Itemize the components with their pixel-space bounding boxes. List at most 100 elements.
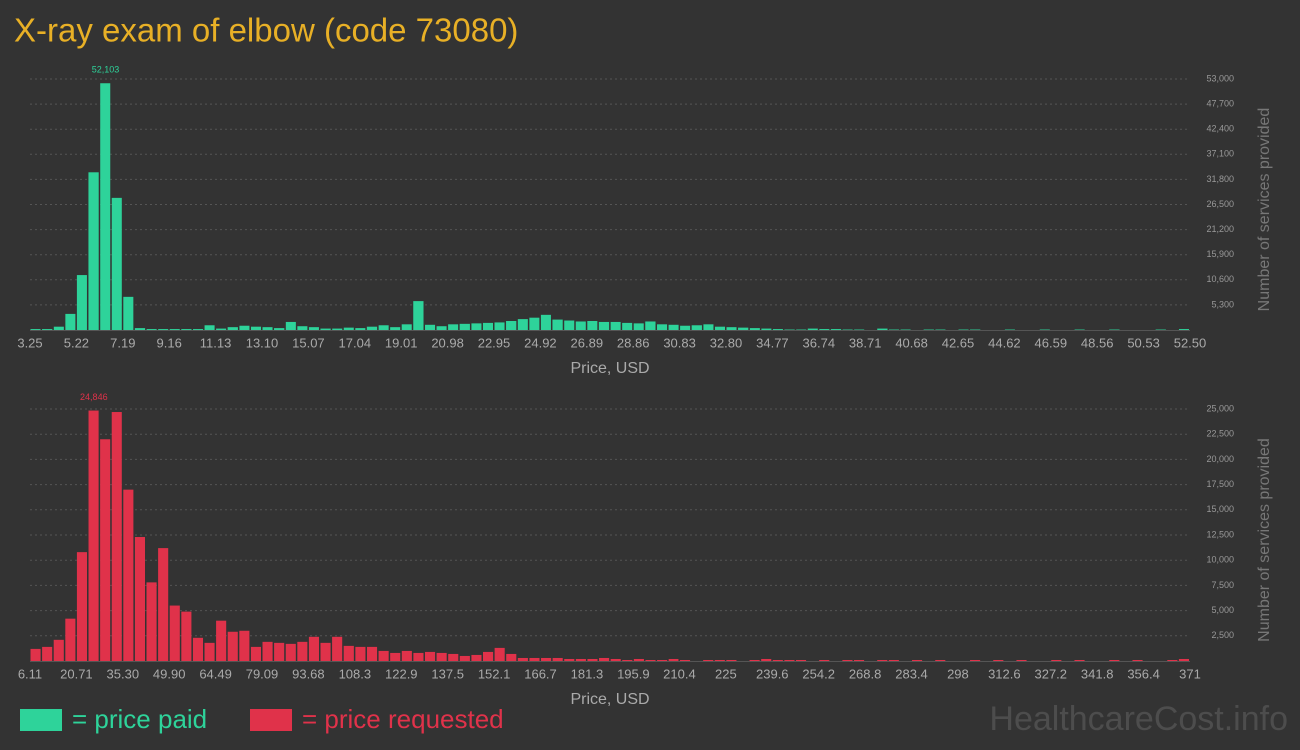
bar	[970, 659, 981, 661]
bar	[714, 659, 725, 661]
x-tick-label: 52.50	[1174, 335, 1207, 350]
bar	[819, 329, 830, 330]
bar	[169, 605, 180, 661]
x-tick-label: 239.6	[756, 666, 789, 681]
bar	[529, 317, 540, 330]
bar	[297, 326, 308, 330]
x-tick-label: 48.56	[1081, 335, 1114, 350]
y-tick-label: 17,500	[1206, 479, 1234, 489]
bar	[912, 659, 923, 661]
bar	[390, 652, 401, 661]
bar	[53, 326, 64, 330]
bar	[506, 321, 517, 330]
bar	[622, 322, 633, 330]
y-tick-label: 31,800	[1206, 174, 1234, 184]
bar	[204, 642, 215, 661]
y-tick-label: 22,500	[1206, 429, 1234, 439]
bar	[657, 659, 668, 661]
y-tick-label: 12,500	[1206, 529, 1234, 539]
x-tick-label: 122.9	[385, 666, 418, 681]
bar	[772, 659, 783, 661]
bar	[181, 611, 192, 661]
x-tick-label: 93.68	[292, 666, 325, 681]
bar	[448, 653, 459, 661]
x-axis-title: Price, USD	[570, 691, 649, 708]
x-tick-label: 356.4	[1127, 666, 1160, 681]
bar	[598, 321, 610, 330]
bar	[471, 654, 482, 661]
bar	[749, 328, 760, 330]
bar	[993, 659, 1004, 661]
x-tick-label: 28.86	[617, 335, 650, 350]
y-tick-label: 21,200	[1206, 224, 1234, 234]
bar	[795, 659, 807, 661]
bar	[42, 329, 53, 330]
bar	[540, 314, 551, 330]
y-axis-title: Number of services provided	[1256, 438, 1273, 642]
bar	[575, 658, 586, 661]
bar	[158, 329, 169, 330]
x-tick-label: 108.3	[339, 666, 372, 681]
bar	[332, 636, 343, 661]
x-tick-label: 195.9	[617, 666, 650, 681]
bar	[888, 659, 899, 661]
bar	[436, 652, 447, 661]
bar	[250, 326, 261, 330]
bar	[216, 620, 227, 661]
bar	[517, 319, 528, 330]
bar	[1178, 329, 1189, 330]
bar	[158, 548, 169, 661]
bar	[262, 641, 273, 661]
x-tick-label: 371	[1179, 666, 1201, 681]
bar	[262, 327, 273, 330]
bar	[830, 329, 842, 330]
bar	[564, 658, 575, 661]
legend-swatch	[20, 709, 62, 731]
legend-swatch	[250, 709, 292, 731]
bar	[668, 658, 679, 661]
y-tick-label: 2,500	[1211, 630, 1234, 640]
bar	[633, 323, 644, 330]
x-tick-label: 30.83	[663, 335, 696, 350]
x-tick-label: 20.71	[60, 666, 93, 681]
x-tick-label: 24.92	[524, 335, 557, 350]
bar	[610, 658, 621, 661]
bar	[146, 329, 157, 330]
x-tick-label: 17.04	[339, 335, 372, 350]
x-tick-label: 64.49	[199, 666, 232, 681]
bar	[529, 657, 540, 661]
x-tick-label: 312.6	[988, 666, 1021, 681]
bar	[1167, 659, 1178, 661]
bar	[308, 636, 319, 661]
y-axis-title: Number of services provided	[1256, 108, 1273, 312]
bar	[842, 659, 853, 661]
bar	[633, 658, 644, 661]
x-tick-label: 11.13	[200, 335, 232, 350]
bar	[448, 324, 459, 330]
bar	[308, 327, 319, 330]
y-tick-label: 5,300	[1211, 299, 1234, 309]
bar	[332, 328, 343, 330]
bar	[622, 659, 633, 661]
y-tick-label: 25,000	[1206, 403, 1234, 413]
bar	[181, 329, 192, 330]
bar	[366, 326, 378, 330]
bar	[459, 323, 470, 330]
bar	[877, 328, 888, 330]
bar	[482, 322, 493, 330]
x-tick-label: 298	[947, 666, 969, 681]
x-tick-label: 36.74	[803, 335, 836, 350]
bar	[853, 659, 865, 661]
bar	[227, 327, 238, 330]
x-tick-label: 254.2	[802, 666, 835, 681]
bar	[645, 659, 656, 661]
bar	[320, 642, 331, 661]
bar	[239, 630, 250, 661]
bar	[146, 582, 157, 661]
legend-label: = price paid	[72, 704, 207, 734]
x-tick-label: 79.09	[246, 666, 279, 681]
bar	[877, 659, 888, 661]
bar	[320, 328, 331, 330]
